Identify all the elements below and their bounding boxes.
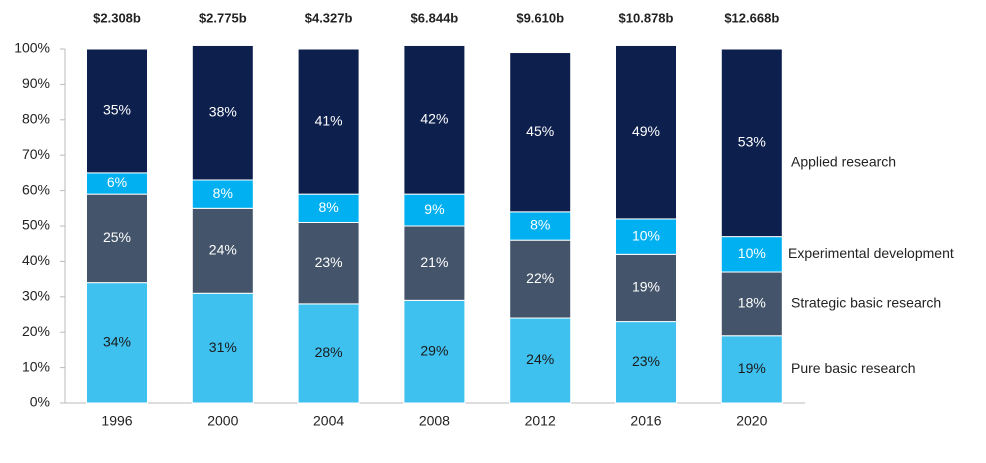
value-label: 53% xyxy=(738,134,766,150)
value-label: 25% xyxy=(103,229,131,245)
value-label: 8% xyxy=(530,217,550,233)
bar-segment xyxy=(297,193,360,223)
x-tick-label: 2004 xyxy=(313,413,344,429)
bar-segment xyxy=(297,303,360,404)
bar-segment xyxy=(615,44,677,220)
value-label: 10% xyxy=(738,245,766,261)
x-tick-label: 2008 xyxy=(419,413,450,429)
bar-segment xyxy=(297,221,360,305)
legend-label: Applied research xyxy=(791,154,896,170)
value-label: 41% xyxy=(315,112,343,128)
y-tick-label: 40% xyxy=(22,252,50,268)
bar-segment xyxy=(86,48,148,174)
value-label: 22% xyxy=(526,270,554,286)
bar-segment xyxy=(403,44,466,195)
value-label: 24% xyxy=(526,351,554,367)
value-label: 19% xyxy=(738,360,766,376)
bar-segment xyxy=(509,317,572,404)
value-label: 10% xyxy=(632,227,660,243)
bar-segment xyxy=(509,52,572,213)
value-label: 38% xyxy=(209,103,237,119)
y-tick-label: 70% xyxy=(22,146,50,162)
value-label: 31% xyxy=(209,339,237,355)
bar-segment xyxy=(615,321,677,404)
y-tick-label: 50% xyxy=(22,217,50,233)
total-label: $4.327b xyxy=(305,10,353,25)
bar-segment xyxy=(403,299,466,404)
legend-label: Pure basic research xyxy=(791,360,916,376)
bar-segment xyxy=(720,271,783,337)
value-label: 23% xyxy=(632,353,660,369)
value-label: 23% xyxy=(315,254,343,270)
x-tick-label: 2016 xyxy=(630,413,661,429)
value-label: 8% xyxy=(213,185,233,201)
bar-segment xyxy=(509,239,572,319)
bar-segment xyxy=(86,193,148,284)
value-label: 18% xyxy=(738,295,766,311)
y-tick-label: 90% xyxy=(22,75,50,91)
x-tick-label: 2000 xyxy=(207,413,238,429)
total-label: $6.844b xyxy=(411,10,459,25)
y-tick-label: 60% xyxy=(22,181,50,197)
legend-label: Experimental development xyxy=(788,245,954,261)
legend-label: Strategic basic research xyxy=(791,295,941,311)
bar-segment xyxy=(191,292,254,404)
value-label: 9% xyxy=(424,201,444,217)
total-label: $12.668b xyxy=(724,10,779,25)
bar-segment xyxy=(86,282,148,404)
y-tick-label: 80% xyxy=(22,111,50,127)
value-label: 6% xyxy=(107,174,127,190)
y-tick-label: 20% xyxy=(22,323,50,339)
total-label: $10.878b xyxy=(619,10,674,25)
bar-segment xyxy=(297,48,360,195)
bar-segment xyxy=(191,207,254,294)
value-label: 45% xyxy=(526,123,554,139)
value-label: 42% xyxy=(420,111,448,127)
y-tick-label: 0% xyxy=(30,394,50,410)
value-label: 21% xyxy=(420,254,448,270)
value-label: 34% xyxy=(103,334,131,350)
x-tick-label: 2012 xyxy=(525,413,556,429)
bar-segment xyxy=(720,48,783,238)
total-label: $2.775b xyxy=(199,10,247,25)
total-label: $2.308b xyxy=(93,10,141,25)
value-label: 49% xyxy=(632,123,660,139)
bar-segment xyxy=(191,179,254,209)
y-tick-label: 10% xyxy=(22,358,50,374)
x-tick-label: 1996 xyxy=(101,413,132,429)
value-label: 24% xyxy=(209,241,237,257)
value-label: 8% xyxy=(318,199,338,215)
bar-segment xyxy=(403,225,466,301)
value-label: 19% xyxy=(632,279,660,295)
bar-segment xyxy=(720,236,783,273)
y-tick-label: 30% xyxy=(22,288,50,304)
value-label: 29% xyxy=(420,342,448,358)
bar-segment xyxy=(403,193,466,227)
y-tick-label: 100% xyxy=(14,40,50,56)
total-label: $9.610b xyxy=(516,10,564,25)
value-label: 28% xyxy=(315,344,343,360)
value-label: 35% xyxy=(103,102,131,118)
x-tick-label: 2020 xyxy=(736,413,767,429)
bar-segment xyxy=(191,44,254,181)
bar-segment xyxy=(615,253,677,323)
